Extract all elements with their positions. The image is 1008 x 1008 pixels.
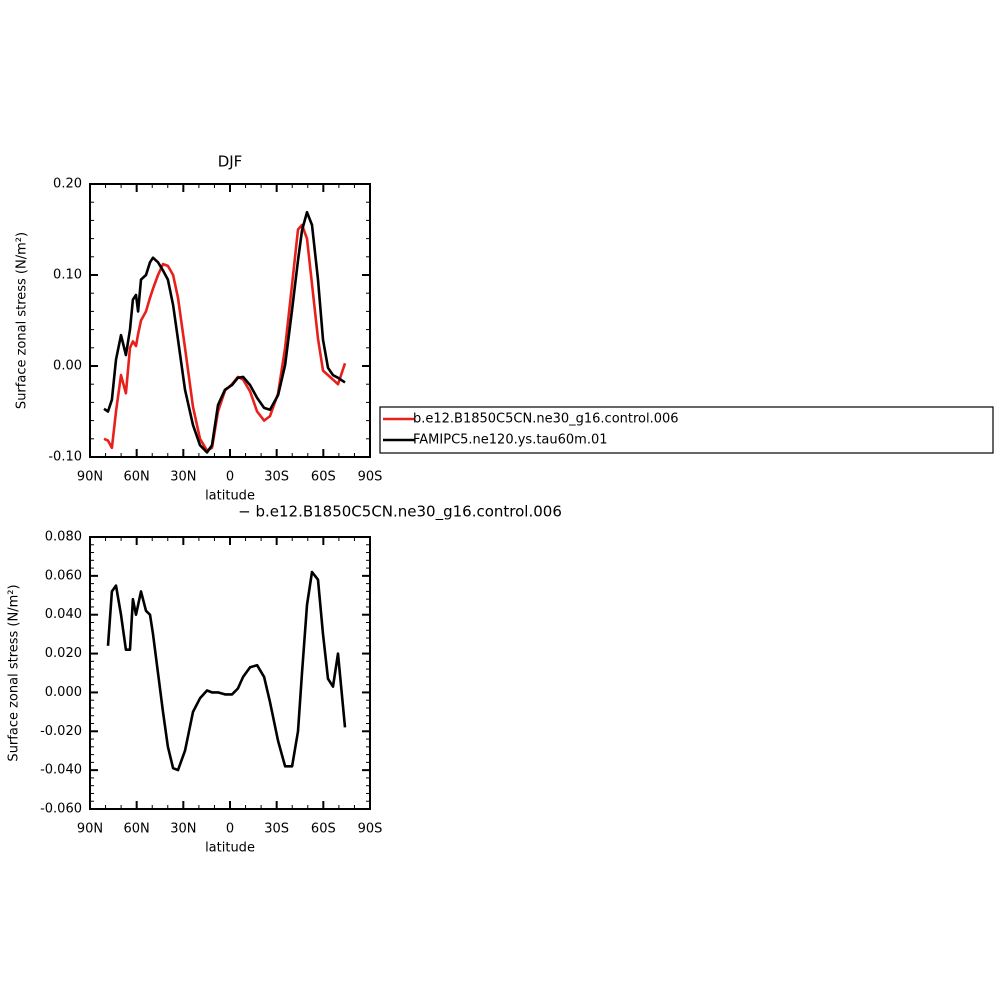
y-tick-label: -0.040: [40, 763, 82, 778]
y-axis-label: Surface zonal stress (N/m²): [15, 232, 30, 409]
x-tick-label: 60S: [311, 822, 336, 837]
y-tick-label: 0.10: [53, 268, 82, 283]
legend-label: b.e12.B1850C5CN.ne30_g16.control.006: [413, 412, 679, 427]
legend-box: [379, 406, 994, 454]
x-tick-label: 0: [226, 470, 234, 485]
y-axis-label: Surface zonal stress (N/m²): [7, 584, 22, 761]
y-tick-label: 0.040: [45, 607, 82, 622]
x-tick-label: 90N: [77, 470, 103, 485]
y-tick-label: -0.020: [40, 724, 82, 739]
y-tick-label: -0.10: [48, 450, 82, 465]
data-line: [103, 210, 346, 454]
x-tick-label: 60N: [124, 822, 150, 837]
x-tick-label: 30N: [170, 470, 196, 485]
x-tick-label: 0: [226, 822, 234, 837]
data-line: [106, 570, 347, 772]
y-tick-label: -0.060: [40, 802, 82, 817]
x-tick-label: 90N: [77, 822, 103, 837]
chart-title: DJF: [218, 153, 243, 171]
x-axis-label: latitude: [205, 489, 255, 504]
y-tick-label: 0.20: [53, 177, 82, 192]
y-tick-label: 0.060: [45, 568, 82, 583]
y-tick-label: 0.000: [45, 685, 82, 700]
data-line: [103, 223, 347, 452]
y-tick-label: 0.020: [45, 646, 82, 661]
y-tick-label: 0.080: [45, 530, 82, 545]
x-tick-label: 60S: [311, 470, 336, 485]
x-tick-label: 90S: [358, 470, 383, 485]
chart-title: − b.e12.B1850C5CN.ne30_g16.control.006: [238, 503, 562, 522]
x-tick-label: 60N: [124, 470, 150, 485]
x-tick-label: 30N: [170, 822, 196, 837]
y-tick-label: 0.00: [53, 359, 82, 374]
x-tick-label: 30S: [264, 470, 289, 485]
x-tick-label: 30S: [264, 822, 289, 837]
legend-label: FAMIPC5.ne120.ys.tau60m.01: [413, 433, 608, 448]
x-axis-label: latitude: [205, 841, 255, 856]
x-tick-label: 90S: [358, 822, 383, 837]
